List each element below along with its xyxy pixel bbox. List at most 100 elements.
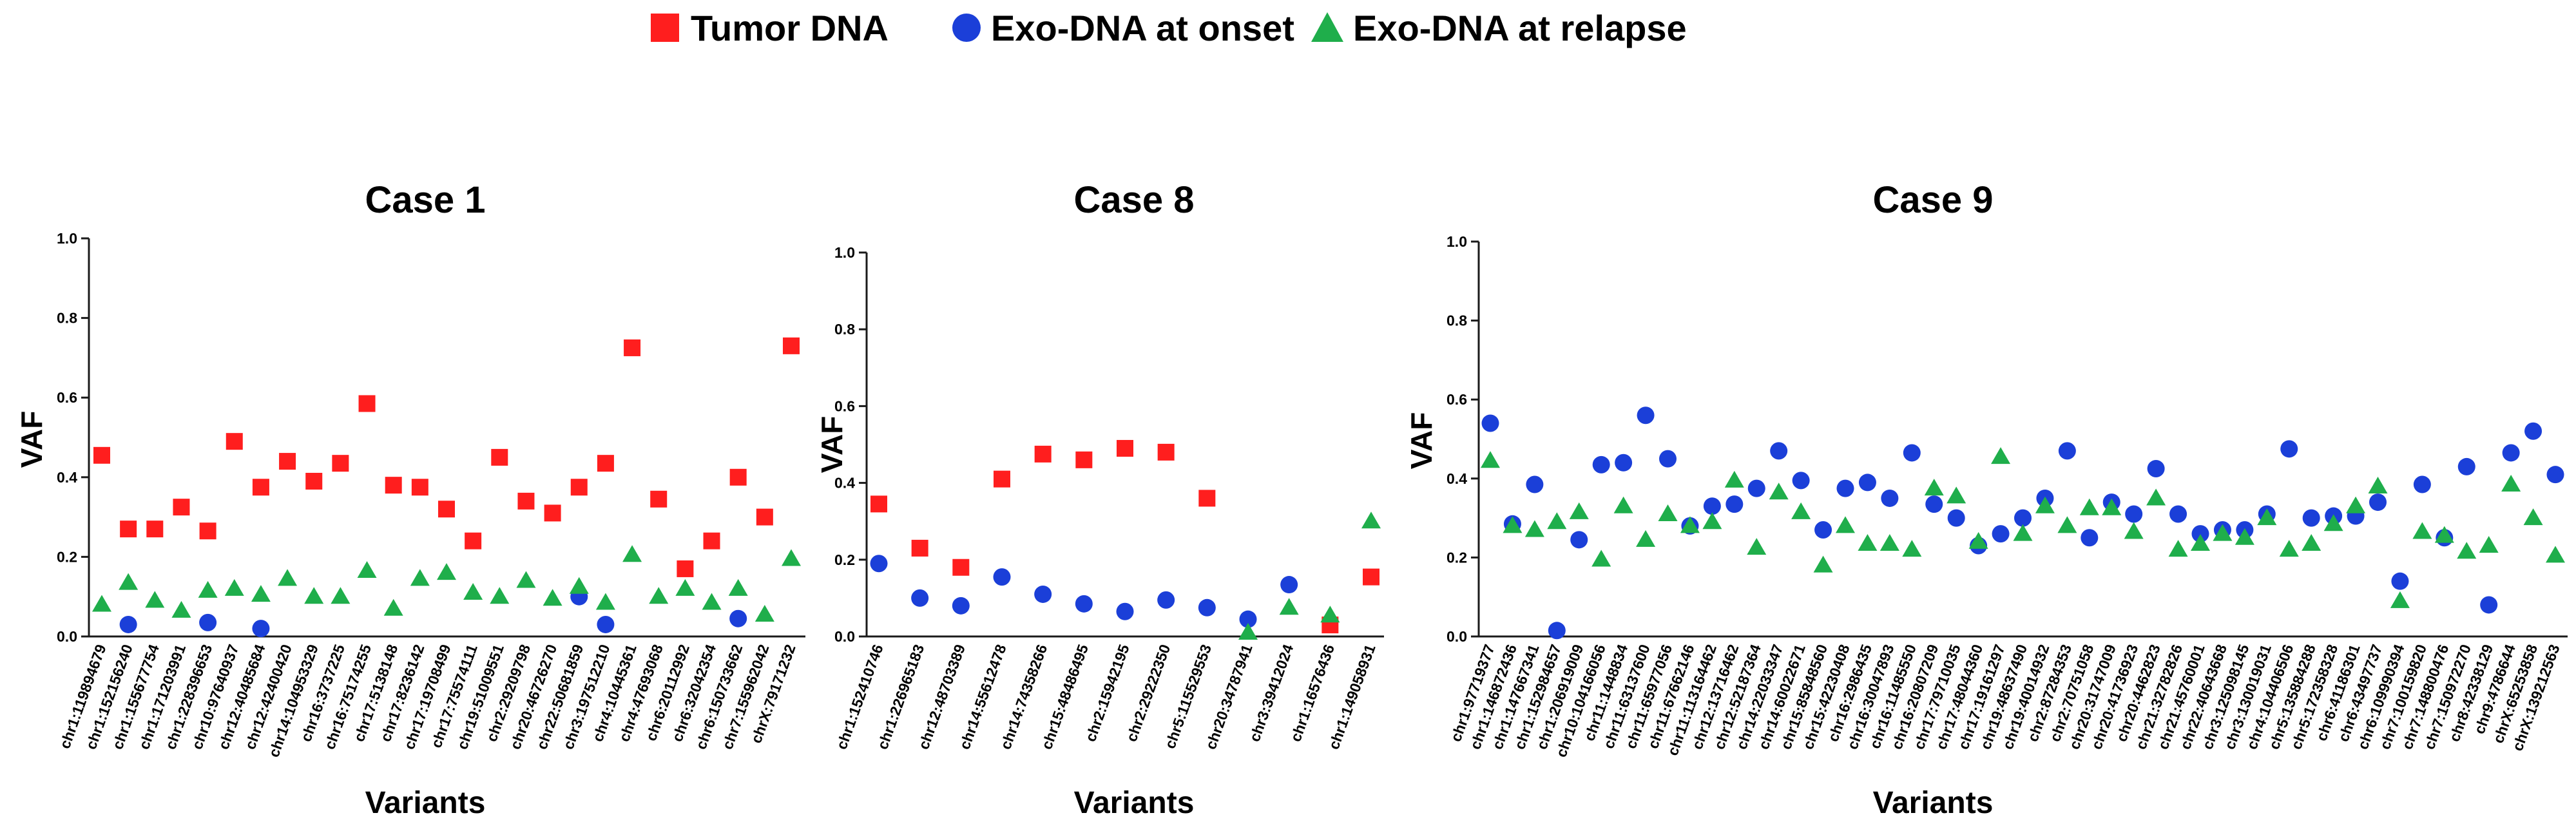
exo-dna-relapse-marker	[1503, 516, 1523, 533]
y-tick-label: 0.8	[1447, 312, 1467, 329]
exo-dna-relapse-marker	[1613, 496, 1633, 513]
exo-dna-relapse-marker	[2079, 498, 2099, 515]
exo-dna-onset-marker	[1075, 595, 1093, 613]
y-axis-title: VAF	[15, 411, 48, 468]
exo-dna-relapse-marker	[383, 598, 403, 616]
exo-dna-onset-marker	[1725, 495, 1744, 513]
x-tick-label: chr2:29222350	[1123, 642, 1174, 744]
tumor-dna-marker	[491, 448, 508, 466]
exo-dna-onset-marker	[1858, 473, 1876, 492]
exo-dna-onset-marker	[1992, 525, 2010, 543]
tumor-dna-marker	[438, 501, 455, 518]
exo-dna-relapse-marker	[675, 578, 695, 596]
exo-dna-relapse-marker	[2457, 542, 2477, 559]
y-tick-label: 0.0	[834, 628, 855, 645]
exo-dna-relapse-marker	[331, 587, 351, 604]
exo-dna-relapse-marker	[569, 577, 589, 594]
tumor-dna-marker	[1117, 439, 1133, 457]
tumor-dna-marker	[226, 433, 243, 450]
exo-dna-onset-marker	[2546, 466, 2564, 484]
blue-circle-icon	[952, 14, 981, 42]
exo-dna-relapse-marker	[92, 595, 111, 612]
exo-dna-relapse-marker	[2546, 546, 2565, 563]
tumor-dna-marker	[199, 522, 216, 540]
tumor-dna-marker	[1198, 490, 1216, 507]
tumor-dna-marker	[870, 495, 887, 513]
exo-dna-onset-marker	[1703, 497, 1721, 515]
exo-dna-relapse-marker	[1946, 486, 1966, 504]
tumor-dna-marker	[93, 446, 110, 464]
exo-dna-relapse-marker	[782, 549, 801, 566]
x-tick-label: chr1:16576436	[1287, 642, 1338, 744]
tumor-dna-marker	[411, 479, 428, 496]
exo-dna-relapse-marker	[1924, 479, 1944, 496]
panel-case-8: Case 8 VAF Variants 0.0 0.2 0.4 0.6 0.8 1.0 ch…	[815, 179, 1384, 820]
exo-dna-relapse-marker	[251, 585, 271, 602]
exo-dna-onset-marker	[2369, 493, 2387, 511]
panel-case-9: Case 9 VAF Variants 0.00.20.40.60.81.0ch…	[1405, 179, 2568, 820]
tumor-dna-marker	[677, 560, 694, 577]
exo-dna-onset-marker	[2391, 572, 2409, 590]
exo-dna-relapse-marker	[2523, 508, 2543, 526]
x-tick-label: chr2:15942195	[1082, 642, 1133, 744]
tumor-dna-marker	[952, 559, 970, 576]
exo-dna-relapse-marker	[2102, 498, 2122, 515]
exo-dna-onset-marker	[1637, 406, 1655, 425]
tumor-dna-marker	[911, 539, 928, 557]
x-axis-title: Variants	[1074, 786, 1195, 820]
exo-dna-relapse-marker	[622, 545, 642, 562]
exo-dna-relapse-marker	[595, 593, 615, 610]
exo-dna-onset-marker	[2457, 457, 2475, 475]
tumor-dna-marker	[783, 337, 800, 354]
tumor-dna-marker	[173, 499, 190, 516]
y-axis-title: VAF	[1405, 412, 1438, 470]
y-tick-label: 0.0	[57, 628, 77, 645]
chart-title: Case 1	[365, 179, 485, 221]
exo-dna-relapse-marker	[516, 571, 536, 588]
exo-dna-relapse-marker	[1991, 447, 2011, 464]
y-tick-label: 1.0	[834, 244, 855, 261]
chart-title: Case 9	[1872, 179, 1993, 221]
exo-dna-onset-marker	[993, 568, 1011, 586]
tumor-dna-marker	[1363, 568, 1379, 586]
legend-item-exo-dna-onset: Exo-DNA at onset	[952, 8, 1294, 48]
tumor-dna-marker	[650, 490, 668, 508]
exo-dna-onset-marker	[597, 615, 615, 633]
exo-dna-relapse-marker	[1968, 531, 1988, 549]
exo-dna-relapse-marker	[1238, 623, 1258, 640]
exo-dna-onset-marker	[2125, 505, 2143, 523]
exo-dna-onset-marker	[199, 613, 217, 631]
y-tick-label: 0.6	[834, 397, 855, 414]
tumor-dna-marker	[332, 455, 349, 472]
exo-dna-onset-marker	[1881, 489, 1899, 507]
exo-dna-relapse-marker	[702, 593, 722, 610]
tumor-dna-marker	[544, 504, 561, 522]
exo-dna-relapse-marker	[2013, 524, 2033, 541]
exo-dna-onset-marker	[911, 589, 929, 607]
exo-dna-relapse-marker	[2257, 508, 2277, 526]
y-tick-label: 0.8	[57, 310, 77, 327]
exo-dna-onset-marker	[1116, 602, 1134, 620]
exo-dna-onset-marker	[1481, 414, 1499, 432]
exo-dna-onset-marker	[1659, 450, 1677, 468]
exo-dna-onset-marker	[2280, 440, 2298, 458]
tumor-dna-marker	[358, 395, 376, 412]
legend-label-exo-dna-relapse: Exo-DNA at relapse	[1353, 8, 1687, 48]
exo-dna-relapse-marker	[2279, 540, 2299, 557]
exo-dna-onset-marker	[1157, 591, 1175, 609]
y-tick-label: 0.0	[1447, 628, 1467, 645]
exo-dna-relapse-marker	[2302, 533, 2321, 551]
exo-dna-onset-marker	[2502, 444, 2520, 462]
exo-dna-onset-marker	[1526, 475, 1544, 493]
tumor-dna-marker	[1157, 443, 1175, 461]
exo-dna-onset-marker	[1548, 622, 1566, 640]
y-tick-label: 0.4	[834, 475, 855, 492]
tumor-dna-marker	[994, 470, 1010, 488]
exo-dna-onset-marker	[1592, 455, 1610, 473]
y-axis-title: VAF	[815, 416, 849, 473]
exo-dna-onset-marker	[1747, 479, 1765, 497]
exo-dna-relapse-marker	[1858, 533, 1878, 551]
exo-dna-relapse-marker	[410, 569, 430, 586]
exo-dna-onset-marker	[1615, 454, 1633, 472]
exo-dna-onset-marker	[1280, 576, 1298, 594]
